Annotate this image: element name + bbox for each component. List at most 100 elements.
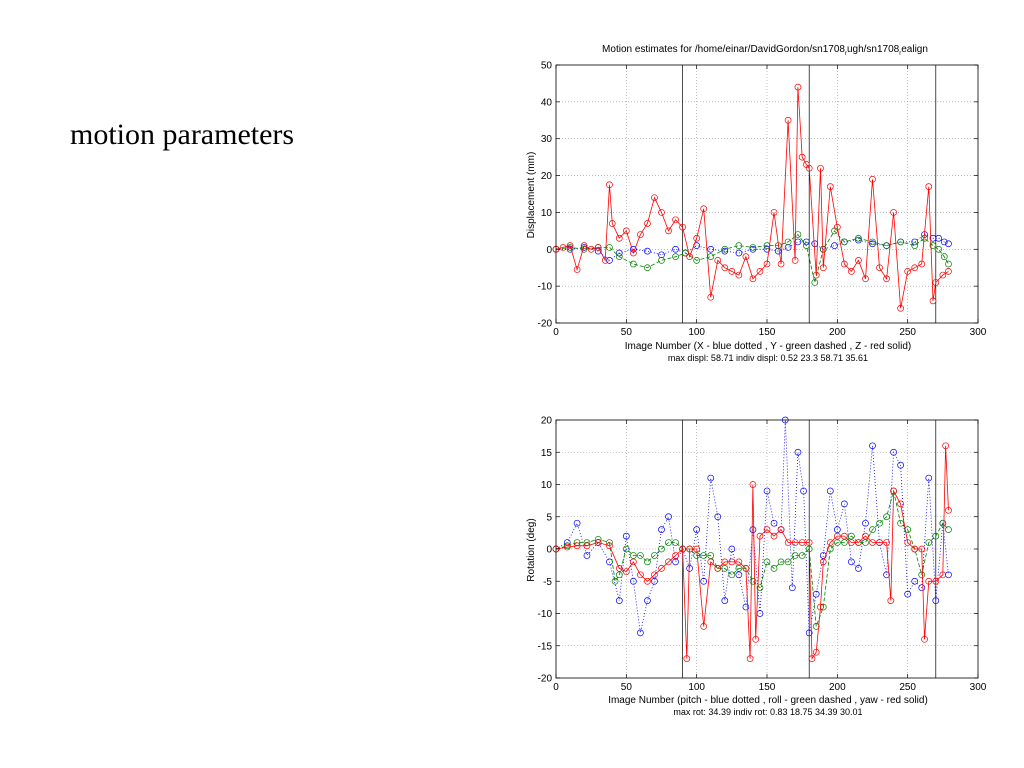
data-point-pitch	[707, 474, 715, 482]
y-tick-label: -15	[538, 641, 553, 652]
data-point-pitch	[904, 590, 912, 598]
data-point-roll	[672, 539, 679, 546]
data-point-yaw	[942, 442, 949, 450]
data-point-roll	[826, 545, 834, 553]
data-point-pitch	[945, 571, 952, 579]
data-point-Z	[573, 266, 581, 273]
data-point-X	[606, 256, 613, 264]
data-point-pitch	[819, 552, 827, 559]
data-point-X	[644, 247, 651, 255]
data-point-roll	[721, 564, 729, 572]
data-point-X	[940, 238, 948, 246]
data-point-Y	[606, 244, 613, 251]
x-tick-label: 50	[621, 682, 633, 693]
data-point-yaw	[749, 481, 757, 488]
plot-area-displacement: 0 50 100 150 200 250 300 -20 -10 0 10 20 30 40 50	[538, 61, 987, 339]
data-point-Z	[679, 223, 686, 231]
data-point-Z	[615, 234, 623, 242]
data-point-pitch	[897, 461, 904, 469]
data-point-yaw	[742, 564, 750, 572]
data-point-X	[784, 244, 792, 251]
data-point-yaw	[606, 542, 613, 550]
data-point-yaw	[932, 577, 940, 585]
data-point-Z	[770, 209, 778, 216]
data-point-Z	[812, 271, 820, 279]
series-line-X	[556, 234, 949, 261]
data-point-yaw	[841, 532, 848, 540]
data-point-roll	[770, 564, 778, 572]
data-point-X	[749, 245, 757, 253]
data-point-X	[763, 245, 771, 253]
data-point-Y	[721, 245, 729, 253]
data-point-Z	[883, 275, 890, 283]
chart-title-sub1: r	[845, 51, 847, 57]
data-point-Z	[798, 153, 806, 161]
data-point-yaw	[945, 506, 952, 514]
data-point-Z	[890, 209, 897, 216]
data-point-pitch	[890, 448, 897, 456]
data-point-yaw	[862, 532, 869, 540]
data-point-yaw	[672, 552, 679, 559]
data-point-X	[929, 234, 937, 242]
data-point-roll	[665, 539, 672, 546]
data-point-Z	[714, 256, 722, 264]
data-point-pitch	[637, 629, 644, 637]
y-tick-label: 40	[541, 97, 553, 108]
data-point-yaw	[770, 532, 778, 540]
data-point-pitch	[665, 513, 672, 521]
data-point-X	[774, 247, 782, 255]
data-point-roll	[848, 532, 855, 540]
x-tick-label: 200	[829, 327, 846, 338]
data-point-yaw	[883, 539, 890, 546]
chart-displacement: Motion estimates for /home/einar/DavidGo…	[526, 44, 987, 363]
data-point-Z	[721, 264, 729, 272]
data-point-Y	[897, 238, 904, 246]
data-point-Z	[805, 164, 813, 172]
data-point-Y	[644, 264, 651, 272]
data-point-roll	[869, 526, 876, 534]
data-point-Z	[630, 249, 637, 257]
data-point-yaw	[826, 539, 834, 546]
data-point-Z	[735, 271, 743, 279]
data-point-yaw	[921, 635, 928, 643]
data-point-yaw	[622, 568, 630, 575]
data-point-roll	[904, 526, 912, 534]
data-point-roll	[651, 552, 658, 559]
data-point-yaw	[855, 539, 862, 546]
data-point-X	[803, 238, 810, 246]
data-point-Y	[935, 245, 942, 253]
data-point-pitch	[918, 584, 926, 592]
data-point-yaw	[869, 539, 876, 546]
y-tick-label: -5	[543, 577, 552, 588]
data-point-yaw	[939, 571, 947, 579]
data-point-Z	[841, 260, 848, 268]
data-point-pitch	[794, 448, 802, 456]
data-point-yaw	[615, 564, 623, 572]
y-tick-label: 20	[541, 416, 553, 427]
data-point-Z	[587, 245, 595, 253]
data-point-pitch	[651, 577, 658, 585]
data-point-Z	[749, 275, 757, 283]
data-point-pitch	[925, 474, 933, 482]
data-point-pitch	[833, 526, 841, 534]
chart-title-mid: ugh/sn1708	[847, 44, 900, 55]
data-point-Z	[876, 264, 883, 272]
data-point-X	[672, 245, 679, 253]
data-point-Y	[841, 238, 848, 246]
y-tick-label: 20	[541, 171, 553, 182]
data-point-pitch	[693, 526, 701, 534]
data-point-Z	[932, 279, 940, 286]
data-point-Y	[883, 242, 890, 249]
data-point-pitch	[644, 597, 651, 604]
data-point-roll	[658, 545, 665, 553]
data-point-Z	[700, 205, 708, 213]
y-tick-label: -20	[538, 674, 553, 685]
data-point-yaw	[911, 545, 919, 553]
data-point-yaw	[644, 577, 651, 585]
series-line-roll	[555, 490, 949, 627]
data-point-Z	[911, 264, 919, 272]
x-tick-label: 250	[899, 682, 916, 693]
data-point-pitch	[869, 442, 876, 450]
data-point-yaw	[679, 545, 686, 553]
data-point-Z	[606, 181, 613, 189]
